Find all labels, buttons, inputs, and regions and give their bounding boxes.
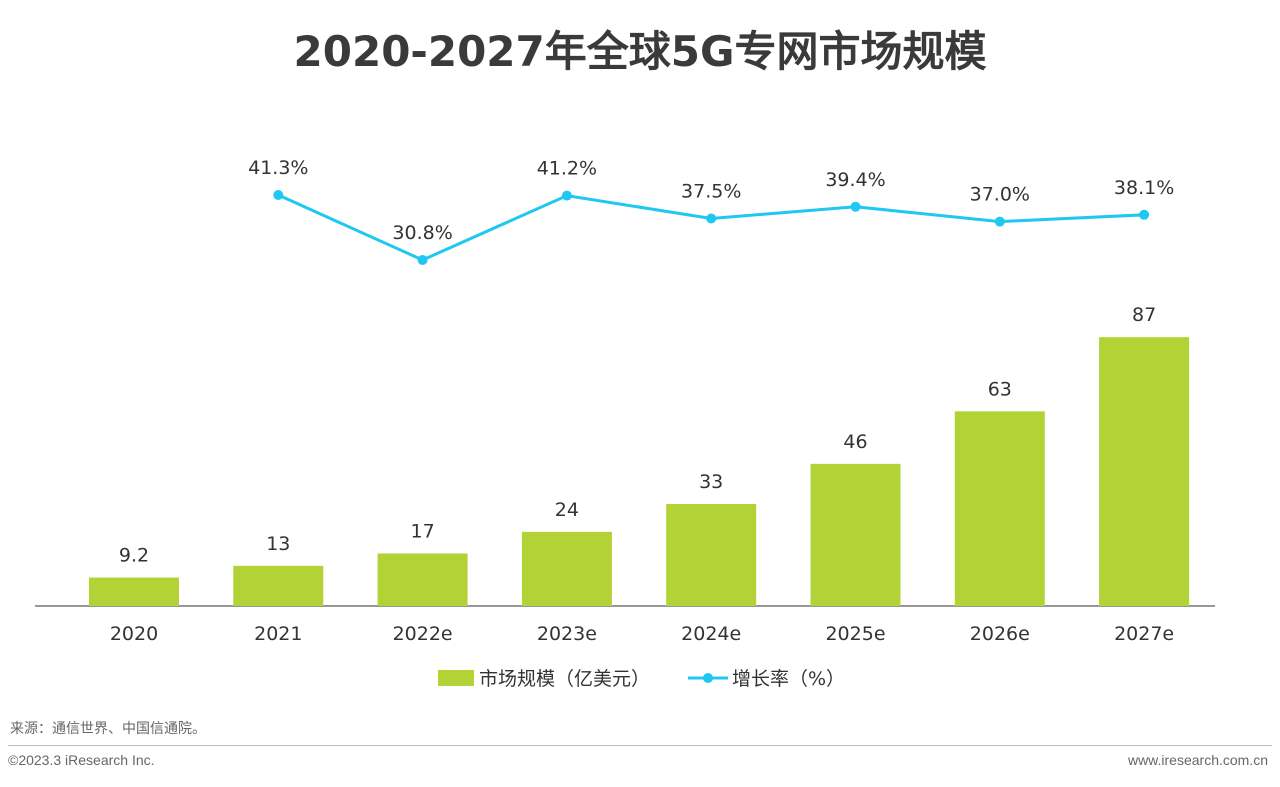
bar (1099, 337, 1190, 606)
growth-point (1139, 209, 1150, 220)
growth-data-label: 41.3% (248, 157, 308, 179)
growth-point (994, 216, 1005, 227)
x-tick-label: 2022e (393, 623, 453, 645)
x-tick-label: 2026e (970, 623, 1030, 645)
growth-data-label: 39.4% (825, 169, 885, 191)
bar (521, 531, 612, 606)
growth-data-label: 41.2% (537, 158, 597, 180)
legend-bar-label: 市场规模（亿美元） (479, 668, 650, 690)
growth-data-label: 30.8% (392, 222, 452, 244)
legend-bar-swatch (438, 670, 474, 686)
growth-point (706, 213, 717, 224)
legend-line-label: 增长率（%） (732, 668, 845, 690)
growth-data-label: 37.5% (681, 181, 741, 203)
source-note: 来源：通信世界、中国信通院。 (10, 721, 206, 737)
bar (233, 565, 324, 606)
bar (89, 577, 179, 606)
copyright: ©2023.3 iResearch Inc. (8, 752, 155, 768)
bar-data-label: 46 (843, 431, 867, 453)
x-tick-label: 2020 (110, 623, 158, 645)
x-tick-label: 2021 (254, 623, 302, 645)
chart-title: 2020-2027年全球5G专网市场规模 (293, 27, 987, 76)
growth-point (561, 190, 572, 201)
bar-data-label: 33 (699, 471, 723, 493)
growth-data-label: 38.1% (1114, 177, 1174, 199)
growth-point (417, 254, 428, 265)
bar-data-label: 17 (411, 520, 435, 542)
bar (810, 463, 901, 606)
x-tick-label: 2023e (537, 623, 597, 645)
growth-point (850, 201, 861, 212)
legend-line-marker (703, 673, 713, 683)
x-tick-label: 2025e (825, 623, 885, 645)
growth-data-label: 37.0% (970, 184, 1030, 206)
bar-data-label: 87 (1132, 304, 1156, 326)
bar (954, 411, 1045, 606)
growth-point (273, 190, 284, 200)
bar-data-label: 13 (266, 533, 290, 555)
footer-divider (8, 745, 1272, 746)
website: www.iresearch.com.cn (1127, 752, 1268, 768)
bar-data-label: 9.2 (119, 545, 149, 567)
bar (666, 504, 757, 606)
bar (377, 553, 468, 606)
x-tick-label: 2027e (1114, 623, 1174, 645)
bar-data-label: 24 (555, 499, 579, 521)
bar-data-label: 63 (988, 378, 1012, 400)
x-tick-label: 2024e (681, 623, 741, 645)
